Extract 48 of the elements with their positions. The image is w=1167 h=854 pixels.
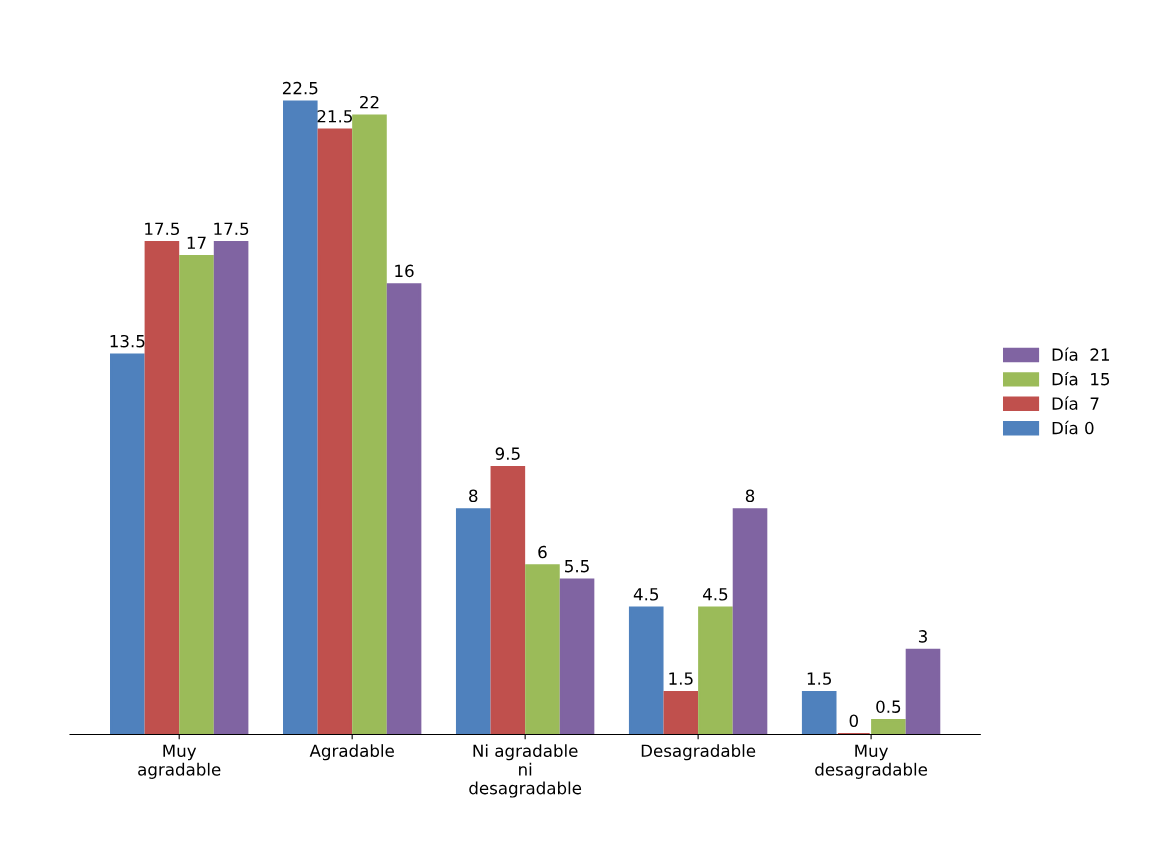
- bar: [628, 606, 664, 735]
- x-tick-label: Muy agradable: [138, 744, 221, 779]
- bar: [663, 690, 699, 735]
- data-label: 8: [469, 489, 478, 503]
- data-label: 5.5: [565, 560, 589, 573]
- data-label: 0: [849, 714, 858, 728]
- bar: [455, 508, 491, 735]
- data-label: 4.5: [633, 588, 659, 601]
- data-label: 3: [918, 630, 927, 643]
- bar: [905, 648, 941, 735]
- bar: [386, 283, 422, 735]
- data-label: 1.5: [807, 672, 831, 685]
- legend-label: Día 0: [1052, 420, 1094, 435]
- x-tick-label: Agradable: [309, 744, 394, 761]
- x-tick-label: Ni agradable ni desagradable: [469, 744, 582, 798]
- bar: [213, 241, 249, 735]
- bar: [352, 114, 387, 735]
- data-label: 4.5: [702, 588, 728, 601]
- data-label: 8: [745, 489, 755, 503]
- data-label: 17.5: [145, 222, 179, 236]
- data-label: 0.5: [876, 700, 901, 713]
- bar: [317, 128, 353, 735]
- bar: [525, 564, 560, 735]
- x-tick-label: Muy desagradable: [815, 744, 928, 779]
- data-label: 17.5: [214, 222, 249, 236]
- bar: [559, 578, 595, 735]
- data-label: 1.5: [669, 672, 693, 685]
- data-label: 16: [395, 264, 414, 278]
- data-label: 6: [538, 545, 547, 559]
- bar: [490, 465, 526, 735]
- bar: [110, 353, 145, 735]
- x-tick-label: Desagradable: [641, 744, 756, 761]
- data-label: 22.5: [282, 81, 318, 95]
- bar: [801, 690, 837, 735]
- legend-label: Día 21: [1052, 347, 1109, 361]
- data-label: 9.5: [495, 447, 520, 460]
- legend-label: Día 7: [1052, 396, 1099, 410]
- bar: [732, 508, 768, 735]
- data-label: 13.5: [110, 334, 145, 348]
- bar: [179, 255, 214, 735]
- bar: [144, 241, 180, 735]
- data-label: 22: [360, 95, 379, 109]
- bar: [871, 718, 906, 735]
- bar: [698, 606, 733, 735]
- bar: [282, 100, 318, 735]
- legend-label: Día 15: [1052, 371, 1110, 386]
- data-label: 21.5: [317, 109, 352, 123]
- data-label: 17: [187, 236, 206, 249]
